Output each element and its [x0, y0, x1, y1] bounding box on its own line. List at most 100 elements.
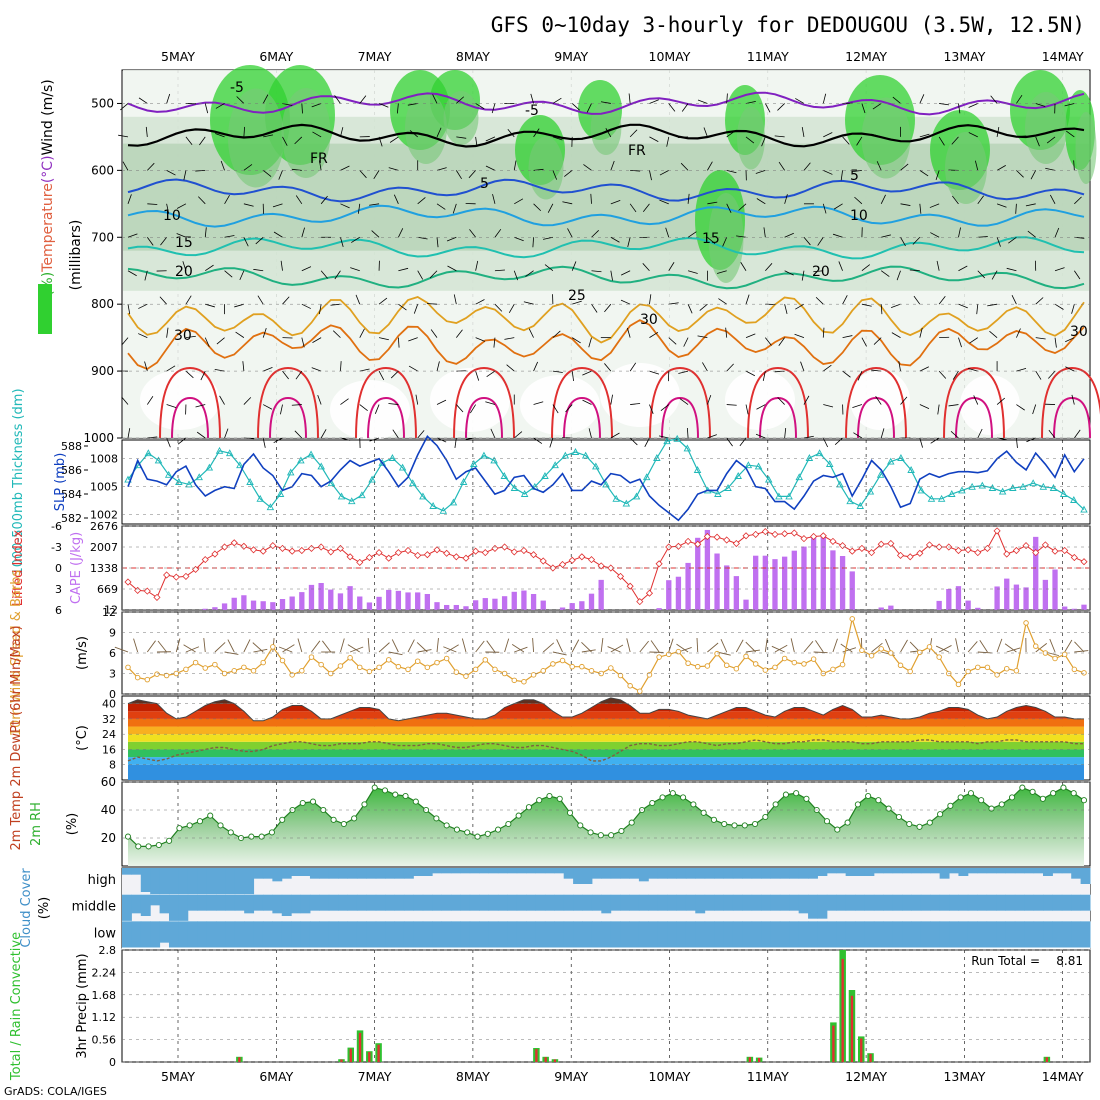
- y-tick-label: 32: [102, 713, 116, 726]
- wind-barb: [490, 428, 496, 439]
- wind-speed-point: [366, 668, 373, 675]
- thickness-point: [266, 503, 275, 511]
- wind-barb: [900, 237, 906, 247]
- lifted-index-point: [269, 542, 277, 550]
- wind-speed-point: [907, 668, 913, 675]
- cloud-cover-bar: [601, 868, 612, 879]
- isotherm-loop: [649, 366, 711, 439]
- cloud-cover-bar: [150, 921, 161, 948]
- lifted-index-point: [201, 556, 209, 564]
- cape-bar: [241, 595, 247, 610]
- cloud-cover-bar: [122, 868, 132, 875]
- wind-speed-point: [579, 663, 585, 670]
- cape-bar: [521, 590, 527, 610]
- wind-barb: [1071, 304, 1075, 314]
- cloud-cover-bar: [573, 921, 584, 948]
- y-tick-label: 900: [91, 364, 114, 378]
- wind-barb: [726, 437, 733, 447]
- cloud-cover-bar: [667, 894, 677, 911]
- lifted-index-point: [433, 546, 441, 554]
- wind-barb: [485, 136, 496, 142]
- wind-barb: [735, 639, 744, 653]
- wind-barb: [159, 296, 167, 305]
- wind-barb: [373, 170, 380, 180]
- cloud-cover-bar: [892, 894, 903, 911]
- rh-moist-blob: [737, 106, 765, 170]
- cloud-cover-bar: [262, 868, 273, 879]
- lifted-index-point: [925, 541, 934, 549]
- cloud-cover-bar: [732, 894, 743, 911]
- wind-barb: [861, 303, 872, 307]
- wind-barb: [581, 649, 596, 653]
- cloud-cover-bar: [1052, 868, 1063, 874]
- wind-speed-point: [231, 668, 237, 674]
- thickness-point: [398, 463, 407, 471]
- cape-bar: [878, 607, 884, 610]
- wind-barb: [979, 640, 988, 653]
- wind-barb: [195, 169, 206, 172]
- cloud-cover-bar: [808, 894, 818, 919]
- cape-bar: [1071, 608, 1077, 610]
- y-tick-label: 800: [91, 297, 114, 311]
- wind-barb: [745, 370, 756, 377]
- cape-bar: [472, 600, 479, 610]
- cloud-cover-bar: [244, 894, 255, 914]
- thickness-point: [480, 451, 488, 459]
- wind-speed-point: [704, 663, 711, 669]
- thickness-point: [195, 473, 203, 481]
- wind-barb: [359, 368, 370, 372]
- isotherm-label: 15: [702, 231, 720, 247]
- rh-point: [669, 790, 676, 797]
- rh-point: [299, 799, 306, 807]
- wind-barb: [765, 263, 773, 271]
- thickness-point: [175, 478, 183, 485]
- wind-barb: [452, 203, 457, 214]
- wind-barb: [919, 327, 923, 338]
- wind-barb: [243, 639, 251, 653]
- wind-barb: [446, 644, 459, 653]
- wind-barb: [726, 404, 737, 406]
- wind-barb: [340, 398, 349, 405]
- y-tick-label-left: 3: [55, 583, 62, 596]
- rh-dry-area: [850, 370, 910, 430]
- y-tick-label: 1.68: [92, 989, 117, 1002]
- isotherm-label: 5: [850, 168, 859, 184]
- cloud-cover-bar: [798, 894, 809, 914]
- wind-barb: [1074, 641, 1085, 653]
- lifted-index-point: [510, 548, 518, 556]
- lifted-index-point: [1061, 546, 1069, 555]
- wind-barb: [649, 99, 659, 104]
- wind-speed-point: [434, 659, 440, 666]
- wind-barb: [388, 167, 399, 171]
- cloud-cover-bar: [610, 894, 621, 911]
- wind-barb: [514, 236, 524, 242]
- thickness-point: [724, 484, 732, 491]
- wind-barb: [127, 194, 132, 204]
- cloud-cover-bar: [544, 921, 555, 948]
- thickness-point: [246, 478, 254, 485]
- day-label-top: 7MAY: [358, 49, 392, 64]
- cloud-cover-bar: [751, 921, 762, 948]
- isotherm-loop: [159, 366, 221, 439]
- wind-barb: [977, 651, 992, 654]
- cape-bar: [656, 608, 662, 610]
- cloud-cover-bar: [375, 921, 386, 948]
- cloud-cover-bar: [883, 921, 894, 948]
- precip-convective-bar: [553, 1059, 557, 1062]
- wind-speed-point: [453, 669, 460, 675]
- rh-point: [330, 816, 337, 823]
- wind-barb: [676, 643, 689, 653]
- wind-speed-point: [472, 666, 479, 673]
- wind-barb: [699, 303, 708, 311]
- wind-barb: [1011, 295, 1017, 305]
- lifted-index-point: [327, 548, 335, 556]
- rh-point: [155, 841, 162, 849]
- thickness-point: [520, 490, 529, 497]
- lifted-index-point: [964, 546, 972, 554]
- wind-speed-point: [241, 664, 247, 671]
- wind-barb: [252, 642, 264, 653]
- cloud-cover-bar: [582, 894, 593, 911]
- wind-speed-point: [627, 683, 633, 689]
- cloud-cover-bar: [262, 921, 273, 948]
- wind-barb: [784, 428, 787, 439]
